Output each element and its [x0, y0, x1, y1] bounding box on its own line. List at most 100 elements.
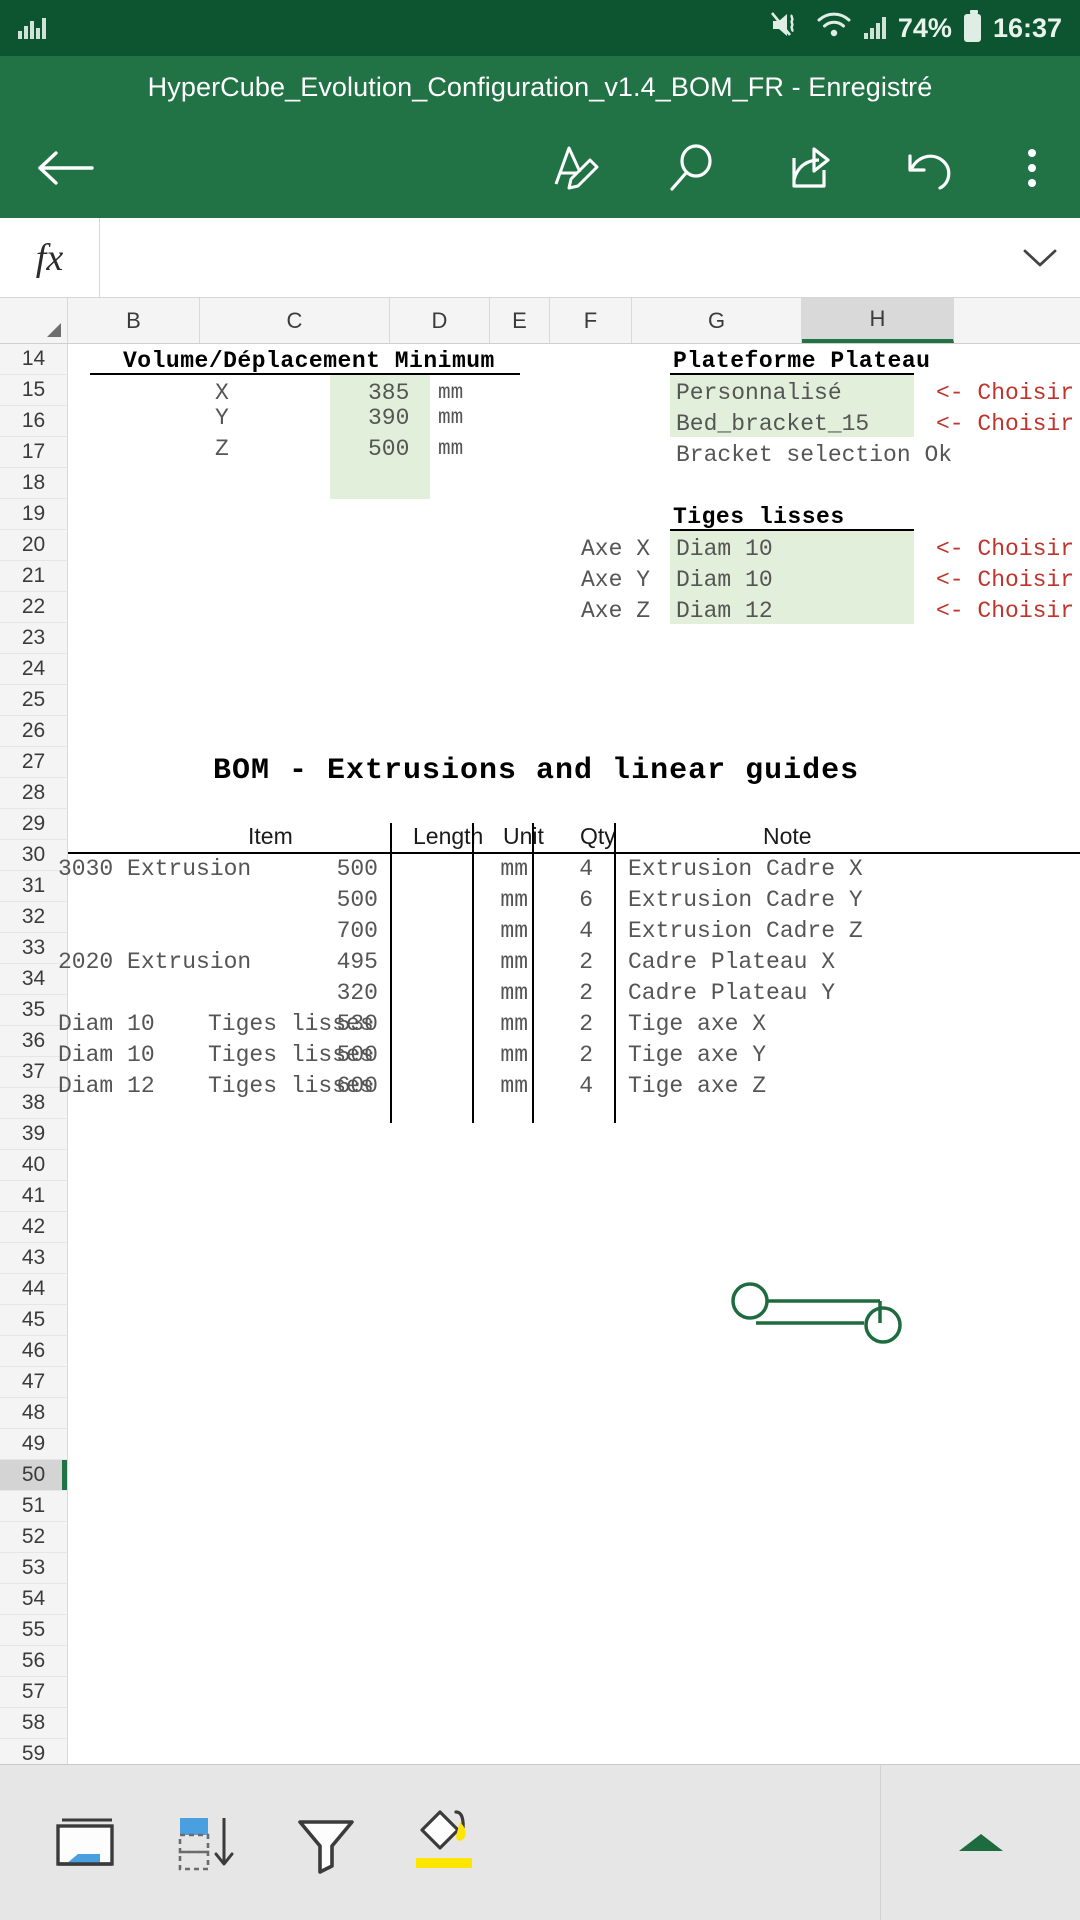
row-header-24[interactable]: 24	[0, 654, 67, 685]
row-header-35[interactable]: 35	[0, 995, 67, 1026]
row-header-28[interactable]: 28	[0, 778, 67, 809]
row-header-38[interactable]: 38	[0, 1088, 67, 1119]
row-header-18[interactable]: 18	[0, 468, 67, 499]
signal-bars-icon	[18, 17, 46, 39]
column-header-C[interactable]: C	[200, 298, 390, 343]
row-header-45[interactable]: 45	[0, 1305, 67, 1336]
row-header-32[interactable]: 32	[0, 902, 67, 933]
bom-row-6-item: Diam 10	[58, 1042, 155, 1068]
column-header-D[interactable]: D	[390, 298, 490, 343]
tiges-hint-y: <- Choisir	[936, 567, 1075, 593]
row-header-16[interactable]: 16	[0, 406, 67, 437]
filter-icon[interactable]	[266, 1783, 386, 1903]
select-all-triangle-icon[interactable]	[0, 298, 68, 343]
bom-row-0-item: 3030 Extrusion	[58, 856, 252, 882]
row-header-27[interactable]: 27	[0, 747, 67, 778]
tiges-value-z[interactable]: Diam 12	[676, 598, 773, 624]
bom-row-5-unit: mm	[500, 1011, 528, 1037]
column-header-E[interactable]: E	[490, 298, 550, 343]
column-header-F[interactable]: F	[550, 298, 632, 343]
chevron-down-icon[interactable]	[1000, 245, 1080, 271]
row-header-34[interactable]: 34	[0, 964, 67, 995]
row-header-30[interactable]: 30	[0, 840, 67, 871]
row-header-54[interactable]: 54	[0, 1584, 67, 1615]
bom-row-7-length: 600	[336, 1073, 378, 1099]
tiges-value-x[interactable]: Diam 10	[676, 536, 773, 562]
row-header-15[interactable]: 15	[0, 375, 67, 406]
row-header-51[interactable]: 51	[0, 1491, 67, 1522]
row-header-21[interactable]: 21	[0, 561, 67, 592]
volume-axis-label-z: Z	[215, 436, 229, 462]
row-header-47[interactable]: 47	[0, 1367, 67, 1398]
search-icon[interactable]	[666, 141, 718, 195]
bom-header-note: Note	[763, 823, 812, 849]
plateforme-value-2[interactable]: Bed_bracket_15	[676, 411, 870, 437]
row-header-43[interactable]: 43	[0, 1243, 67, 1274]
row-header-52[interactable]: 52	[0, 1522, 67, 1553]
plateforme-value-1[interactable]: Personnalisé	[676, 380, 842, 406]
row-header-48[interactable]: 48	[0, 1398, 67, 1429]
share-icon[interactable]	[782, 142, 836, 194]
row-header-19[interactable]: 19	[0, 499, 67, 530]
row-header-41[interactable]: 41	[0, 1181, 67, 1212]
row-header-33[interactable]: 33	[0, 933, 67, 964]
volume-axis-label-x: X	[215, 380, 229, 406]
row-header-58[interactable]: 58	[0, 1708, 67, 1739]
row-header-14[interactable]: 14	[0, 344, 67, 375]
row-header-50[interactable]: 50	[0, 1460, 67, 1491]
edit-pencil-icon[interactable]	[548, 140, 602, 196]
row-header-53[interactable]: 53	[0, 1553, 67, 1584]
bom-row-5-qty: 2	[579, 1011, 593, 1037]
row-header-59[interactable]: 59	[0, 1739, 67, 1764]
bottom-toolbar	[0, 1764, 1080, 1920]
column-header-H[interactable]: H	[802, 298, 954, 343]
volume-unit-y: mm	[438, 407, 464, 430]
bom-row-3-length: 495	[336, 949, 378, 975]
row-header-37[interactable]: 37	[0, 1057, 67, 1088]
row-header-29[interactable]: 29	[0, 809, 67, 840]
volume-mute-icon	[770, 10, 804, 47]
row-header-36[interactable]: 36	[0, 1026, 67, 1057]
back-arrow-icon[interactable]	[34, 146, 96, 190]
fill-down-icon[interactable]	[146, 1783, 266, 1903]
column-header-B[interactable]: B	[68, 298, 200, 343]
volume-value-z: 500	[368, 436, 410, 462]
row-header-20[interactable]: 20	[0, 530, 67, 561]
bom-row-1-note: Extrusion Cadre Y	[628, 887, 863, 913]
more-options-icon[interactable]	[1018, 143, 1046, 193]
row-header-23[interactable]: 23	[0, 623, 67, 654]
row-header-39[interactable]: 39	[0, 1119, 67, 1150]
bom-row-5-note: Tige axe X	[628, 1011, 767, 1037]
row-header-55[interactable]: 55	[0, 1615, 67, 1646]
row-header-44[interactable]: 44	[0, 1274, 67, 1305]
app-title-bar: HyperCube_Evolution_Configuration_v1.4_B…	[0, 56, 1080, 118]
row-header-25[interactable]: 25	[0, 685, 67, 716]
row-header-49[interactable]: 49	[0, 1429, 67, 1460]
bom-vline-3	[532, 823, 534, 1123]
fill-color-icon[interactable]	[386, 1783, 506, 1903]
row-header-46[interactable]: 46	[0, 1336, 67, 1367]
fx-label: fx	[35, 236, 64, 279]
sheet-canvas[interactable]: Volume/Déplacement Minimum X 385 mm Y 39…	[58, 344, 1080, 1764]
row-header-42[interactable]: 42	[0, 1212, 67, 1243]
bom-row-7-qty: 4	[579, 1073, 593, 1099]
chevron-up-icon	[958, 1834, 1003, 1851]
sheet-tabs-icon[interactable]	[26, 1783, 146, 1903]
row-header-31[interactable]: 31	[0, 871, 67, 902]
undo-icon[interactable]	[900, 142, 954, 194]
row-header-56[interactable]: 56	[0, 1646, 67, 1677]
tiges-value-y[interactable]: Diam 10	[676, 567, 773, 593]
bom-row-3-note: Cadre Plateau X	[628, 949, 836, 975]
column-header-G[interactable]: G	[632, 298, 802, 343]
bom-row-7-unit: mm	[500, 1073, 528, 1099]
row-header-26[interactable]: 26	[0, 716, 67, 747]
row-header-22[interactable]: 22	[0, 592, 67, 623]
row-header-57[interactable]: 57	[0, 1677, 67, 1708]
row-header-40[interactable]: 40	[0, 1150, 67, 1181]
function-icon[interactable]: fx	[0, 218, 100, 297]
expand-ribbon-button[interactable]	[880, 1765, 1080, 1920]
formula-input[interactable]	[100, 218, 1000, 297]
row-header-17[interactable]: 17	[0, 437, 67, 468]
tiges-label-z: Axe Z	[581, 598, 651, 624]
bom-header-length: Length	[413, 823, 484, 849]
